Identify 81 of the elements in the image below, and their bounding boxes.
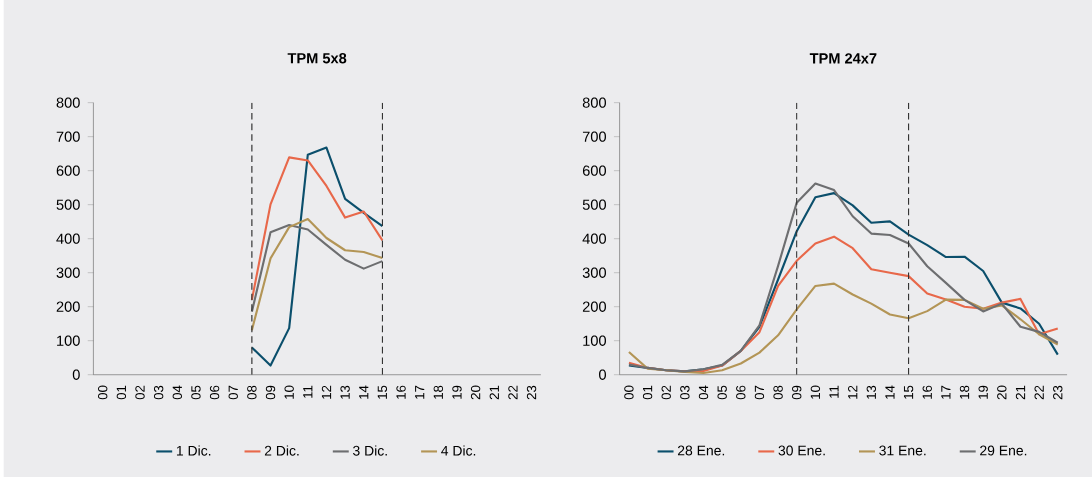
y-tick-label: 700 — [56, 131, 80, 142]
x-tick-label: 12 — [848, 385, 858, 399]
line-series — [250, 223, 384, 313]
x-tick-label: 16 — [922, 385, 932, 399]
legend-label: 30 Ene. — [778, 445, 825, 456]
x-tick-label: 00 — [98, 385, 108, 400]
x-tick-label: 18 — [433, 385, 444, 399]
x-tick-label: 06 — [736, 385, 746, 400]
x-tick-label: 23 — [526, 385, 537, 400]
x-tick-label: 12 — [321, 385, 332, 399]
x-tick-label: 21 — [1015, 385, 1026, 400]
x-tick-label: 14 — [885, 385, 895, 399]
x-tick-label: 00 — [624, 385, 634, 400]
x-tick-label: 11 — [829, 385, 839, 398]
y-tick-label: 100 — [583, 335, 606, 346]
x-tick-label: 10 — [810, 385, 821, 399]
x-tick-label: 17 — [941, 385, 951, 399]
legend-label: 28 Ene. — [677, 445, 725, 456]
chart-title: TPM 5x8 — [287, 52, 347, 64]
x-tick-label: 18 — [959, 385, 970, 399]
x-tick-label: 07 — [754, 385, 765, 400]
x-tick-label: 01 — [116, 385, 127, 400]
y-tick-label: 400 — [56, 233, 80, 244]
y-tick-label: 500 — [56, 199, 80, 210]
y-tick-label: 600 — [56, 165, 80, 176]
x-tick-label: 20 — [997, 385, 1007, 400]
x-tick-label: 05 — [191, 385, 201, 400]
y-tick-label: 600 — [582, 165, 606, 176]
x-tick-label: 16 — [396, 385, 406, 399]
x-tick-label: 02 — [661, 385, 671, 400]
x-tick-label: 13 — [340, 385, 350, 399]
line-series — [627, 282, 1059, 374]
x-tick-label: 03 — [680, 385, 690, 400]
x-tick-label: 15 — [377, 385, 388, 399]
legend-label: 4 Dic. — [441, 445, 476, 456]
x-tick-label: 01 — [642, 385, 653, 400]
y-tick-label: 300 — [56, 267, 80, 278]
x-tick-label: 04 — [698, 385, 709, 400]
x-tick-label: 10 — [284, 385, 294, 399]
x-tick-label: 11 — [303, 385, 313, 398]
x-tick-label: 14 — [359, 385, 369, 399]
chart-title: TPM 24x7 — [809, 53, 877, 64]
legend-label: 29 Ene. — [980, 445, 1027, 456]
y-tick-label: 200 — [56, 301, 80, 312]
y-tick-label: 400 — [582, 233, 606, 244]
x-tick-label: 03 — [153, 385, 164, 400]
x-tick-label: 08 — [773, 385, 783, 400]
x-tick-label: 22 — [508, 385, 518, 400]
line-series — [250, 217, 384, 332]
x-tick-label: 05 — [717, 385, 727, 400]
legend-label: 31 Ene. — [879, 445, 926, 456]
y-tick-label: 300 — [582, 267, 606, 278]
legend-label: 1 Dic. — [176, 445, 211, 456]
x-tick-label: 04 — [172, 385, 182, 400]
x-tick-label: 19 — [452, 385, 462, 399]
x-tick-label: 15 — [903, 385, 914, 399]
y-tick-label: 0 — [72, 369, 80, 380]
y-tick-label: 100 — [57, 335, 80, 346]
x-tick-label: 19 — [978, 385, 988, 399]
y-tick-label: 0 — [599, 369, 606, 380]
y-tick-label: 700 — [582, 131, 606, 142]
x-tick-label: 23 — [1053, 385, 1063, 400]
line-series — [250, 156, 384, 301]
y-tick-label: 500 — [582, 199, 606, 210]
x-tick-label: 22 — [1034, 385, 1044, 400]
x-tick-label: 07 — [228, 385, 238, 400]
x-tick-label: 02 — [135, 385, 145, 400]
y-tick-label: 200 — [582, 301, 606, 312]
y-tick-label: 800 — [56, 97, 80, 108]
x-tick-label: 09 — [265, 385, 276, 400]
x-tick-label: 13 — [866, 385, 877, 399]
x-tick-label: 20 — [470, 385, 481, 400]
x-tick-label: 17 — [415, 385, 425, 399]
x-tick-label: 06 — [209, 385, 220, 400]
legend-label: 2 Dic. — [264, 445, 299, 456]
y-tick-label: 800 — [582, 97, 606, 108]
x-tick-label: 21 — [489, 385, 499, 400]
legend-label: 3 Dic. — [353, 445, 387, 456]
line-series — [250, 146, 384, 367]
x-tick-label: 09 — [792, 385, 802, 400]
x-tick-label: 08 — [247, 385, 257, 400]
